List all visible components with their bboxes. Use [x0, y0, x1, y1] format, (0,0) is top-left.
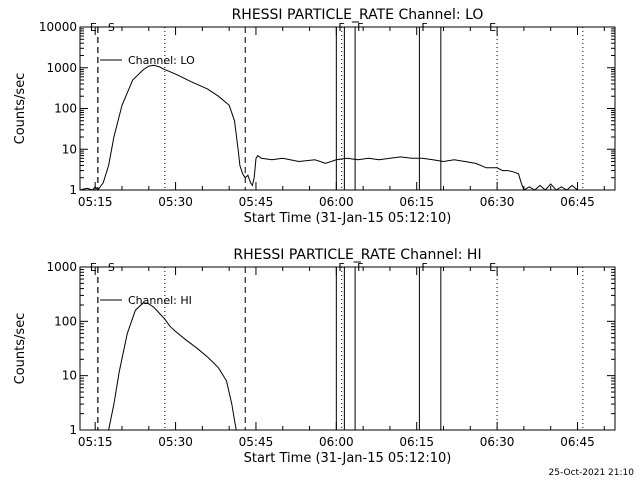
- y-tick-label: 1000: [46, 61, 77, 75]
- event-marker-label: E: [489, 21, 496, 34]
- y-tick-label: 100: [54, 102, 77, 116]
- x-tick-label: 06:45: [560, 435, 595, 449]
- x-tick-label: 05:30: [158, 435, 193, 449]
- legend-label: Channel: LO: [128, 54, 195, 67]
- y-tick-label: 1000: [46, 260, 77, 274]
- event-marker-label: E: [90, 261, 97, 274]
- x-tick-label: 06:00: [319, 195, 354, 209]
- event-marker-label: S: [108, 21, 115, 34]
- x-tick-label: 05:15: [78, 435, 113, 449]
- event-marker-label: F: [338, 21, 344, 34]
- x-axis-label: Start Time (31-Jan-15 05:12:10): [244, 451, 452, 466]
- event-marker-label: E: [489, 261, 496, 274]
- x-tick-label: 05:45: [239, 195, 274, 209]
- footer-date: 25-Oct-2021 21:10: [548, 468, 634, 478]
- series-line: [79, 64, 578, 191]
- x-tick-label: 05:15: [78, 195, 113, 209]
- series-line: [108, 302, 237, 431]
- plot-frame: [79, 26, 616, 191]
- chart-panel-1: RHESSI PARTICLE_RATE Channel: LO 1 10 100 10…: [13, 7, 616, 226]
- chart-title: RHESSI PARTICLE_RATE Channel: LO: [232, 7, 484, 23]
- event-marker-label: F: [357, 21, 363, 34]
- chart-title: RHESSI PARTICLE_RATE Channel: HI: [233, 247, 481, 263]
- event-marker-label: F: [421, 261, 427, 274]
- y-axis-label: Counts/sec: [13, 313, 28, 385]
- x-tick-label: 06:15: [399, 195, 434, 209]
- y-tick-label: 100: [54, 314, 77, 328]
- event-marker-label: F: [357, 261, 363, 274]
- legend-label: Channel: HI: [128, 294, 192, 307]
- x-tick-label: 06:30: [480, 435, 515, 449]
- event-marker-label: E: [90, 21, 97, 34]
- y-tick-label: 10000: [39, 20, 77, 34]
- event-marker-label: F: [338, 261, 344, 274]
- y-tick-label: 10: [62, 369, 77, 383]
- x-axis-label: Start Time (31-Jan-15 05:12:10): [244, 211, 452, 226]
- y-tick-label: 1: [69, 423, 77, 437]
- x-tick-label: 06:45: [560, 195, 595, 209]
- y-tick-label: 1: [69, 183, 77, 197]
- x-tick-label: 05:45: [239, 435, 274, 449]
- x-tick-label: 06:15: [399, 435, 434, 449]
- x-tick-label: 06:00: [319, 435, 354, 449]
- chart-panel-2: RHESSI PARTICLE_RATE Channel: HI 1 10 100 10…: [13, 247, 616, 466]
- event-marker-label: F: [421, 21, 427, 34]
- event-marker-label: S: [108, 261, 115, 274]
- plot-frame: [79, 266, 616, 431]
- x-tick-label: 05:30: [158, 195, 193, 209]
- y-axis-label: Counts/sec: [13, 73, 28, 145]
- y-tick-label: 10: [62, 142, 77, 156]
- x-tick-label: 06:30: [480, 195, 515, 209]
